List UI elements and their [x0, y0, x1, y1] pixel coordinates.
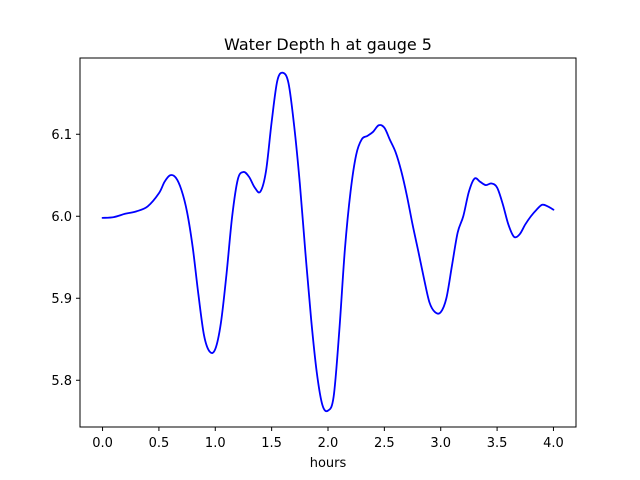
x-tick-label: 1.5	[261, 436, 282, 451]
y-axis-ticks: 5.8 5.9 6.0 6.1	[51, 128, 80, 389]
x-tick-label: 1.0	[205, 436, 226, 451]
y-tick-label: 6.1	[51, 128, 72, 143]
x-tick-label: 3.0	[430, 436, 451, 451]
x-tick-label: 4.0	[543, 436, 564, 451]
x-axis-label: hours	[310, 456, 347, 471]
y-tick-label: 5.9	[51, 292, 72, 307]
x-tick-label: 3.5	[487, 436, 508, 451]
x-tick-label: 2.0	[318, 436, 339, 451]
y-tick-label: 6.0	[51, 210, 72, 225]
x-tick-label: 2.5	[374, 436, 395, 451]
y-tick-label: 5.8	[51, 374, 72, 389]
x-tick-label: 0.0	[92, 436, 113, 451]
x-axis-ticks: 0.0 0.5 1.0 1.5 2.0 2.5 3.0 3.5 4.0	[92, 427, 564, 451]
series-line-0	[101, 71, 555, 413]
x-tick-label: 0.5	[149, 436, 170, 451]
plot-area: 0.0 0.5 1.0 1.5 2.0 2.5 3.0 3.5 4.0 5.8 5.9 6.0 6.1	[51, 57, 577, 451]
series-layer	[101, 71, 555, 413]
chart-title: Water Depth h at gauge 5	[224, 35, 432, 54]
